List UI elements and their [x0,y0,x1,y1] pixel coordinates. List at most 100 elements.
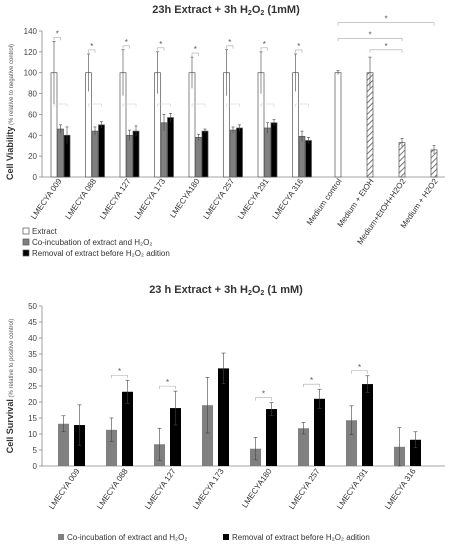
chart2-y-tick-label: 15 [28,414,37,423]
chart1-y-tick-label: 20 [28,152,37,161]
chart2-y-tick-label: 20 [28,398,37,407]
chart2-legend-swatch [58,534,64,540]
chart1-legend-label: Co-incubation of extract and H₂O₂ [32,238,153,247]
chart1-control-bracket [369,49,403,53]
chart1-y-axis-label: Cell Viability (% relative to negative c… [5,44,15,180]
chart1-significance-bracket [295,49,303,53]
chart2-y-tick-label: 40 [28,334,37,343]
chart1-bar [195,137,202,178]
chart1-significance-star: * [263,40,266,49]
chart1-y-tick-label: 0 [33,173,38,182]
chart2-category-label: LMECYA 257 [287,467,322,511]
chart1-comparison-bracket [226,103,240,107]
chart2-y-tick-label: 35 [28,350,37,359]
chart2-y-tick-label: 45 [28,318,37,327]
chart2-significance-star: * [166,378,169,387]
chart2-title: 23 h Extract + 3h H2O2 (1 mM) [149,284,303,297]
chart2-significance-bracket [111,374,128,379]
chart1-control-significance-star: * [384,15,387,24]
chart1-category-label: LMECYA 088 [64,177,99,221]
chart1-bar [132,130,140,178]
chart1-bar [57,128,64,178]
chart2-significance-star: * [358,363,361,372]
chart2-bar [106,429,117,466]
chart2-legend-swatch [223,534,229,540]
chart2-y-axis: 0 5 10 15 20 25 30 35 40 45 50 [28,302,43,471]
chart1-significance-star: * [90,42,93,51]
chart1-y-tick-label: 60 [28,110,37,119]
chart1-y-axis: 0 20 40 60 80 100 120 140 [24,27,43,182]
chart1-control-significance-star: * [384,42,387,51]
chart1-significance-bracket [122,45,130,49]
chart2-category-label: LMECYA 291 [335,467,370,511]
chart1-significance-star: * [194,45,197,54]
chart2-bar [170,408,181,466]
chart2-bar [346,420,357,466]
chart2-legend-label: Removal of extract before H₂O₂ adition [232,533,370,542]
chart2-significance-star: * [118,367,121,376]
chart1-y-tick-label: 40 [28,131,37,140]
chart2-category-label: LMECYA 009 [47,467,82,511]
chart1-category-label: LMECYA 009 [29,177,64,221]
chart2-bar [298,428,309,466]
chart2-legend: Co-incubation of extract and H₂O₂ Removal… [58,533,370,542]
chart2-plot-area: LMECYA 009 * LMECYA 088 * LMECYA 127 LMECYA 1… [42,352,445,511]
chart1-comparison-bracket [88,103,102,107]
chart1-legend-swatch [22,227,30,235]
chart1-category-label: LMECYA 173 [133,177,168,221]
chart2-category-label: LMECYA 316 [383,467,418,511]
chart1-significance-star: * [159,40,162,49]
chart1-significance-bracket [191,52,199,57]
chart1-significance-bracket [260,47,268,51]
chart2-significance-bracket [255,397,272,401]
chart1-comparison-bracket [53,103,68,107]
chart1-bar [91,130,99,178]
chart2-y-tick-label: 0 [33,462,38,471]
chart2-category-label: LMECYA 173 [191,467,226,511]
chart1-plot-area: * LMECYA 009 * LMECYA 088 * LMECYA 127 * LMECYA… [29,15,445,246]
chart2-bar [202,405,213,466]
chart2-significance-bracket [159,385,176,390]
chart1-bar [98,124,105,178]
chart2-bar [122,391,133,466]
chart1-y-tick-label: 140 [24,27,38,36]
chart2-category-label: LMECYA180 [240,467,274,510]
chart2-significance-star: * [310,376,313,385]
chart2-bar [410,439,421,466]
chart1-comparison-bracket [157,103,171,107]
chart2-legend-label: Co-incubation of extract and H₂O₂ [67,533,188,542]
chart1-category-label: LMECYA180 [168,177,202,220]
chart1-bar [201,130,209,178]
chart1-category-label: LMECYA 291 [236,177,271,221]
chart1-control-bar [334,72,342,178]
chart1-bar [270,122,278,178]
chart1-control-bracket [337,22,435,26]
chart1-comparison-bracket [191,103,206,107]
chart1-bar [229,129,237,178]
chart1-bar [126,134,133,178]
chart1-significance-bracket [157,47,165,51]
chart1-control-bar [366,72,374,178]
chart1-category-label: LMECYA 316 [271,177,306,221]
chart2-y-tick-label: 10 [28,430,37,439]
chart1-y-tick-label: 80 [28,90,37,99]
chart2-category-label: LMECYA 088 [95,467,130,511]
chart1-significance-star: * [297,42,300,51]
chart1-control-bracket [337,38,403,42]
chart1-legend-label: Removal of extract before H₂O₂ adition [32,249,170,258]
chart1-comparison-bracket [295,103,309,107]
chart2-y-tick-label: 50 [28,302,37,311]
chart1-control-bar [398,142,406,178]
chart2-bar [58,423,69,466]
chart1-legend-swatch [22,249,30,257]
chart2-bar [266,409,277,466]
chart1-significance-bracket [53,37,61,41]
chart2-significance-bracket [351,370,368,374]
chart1-bar [236,127,243,178]
chart2-bar [74,425,85,466]
chart1-bar [167,117,174,178]
chart1-legend: Extract Co-incubation of extract and H₂O₂… [22,227,170,258]
chart1-significance-star: * [56,29,59,38]
chart1-significance-bracket [226,45,234,49]
chart2-y-tick-label: 5 [33,446,38,455]
